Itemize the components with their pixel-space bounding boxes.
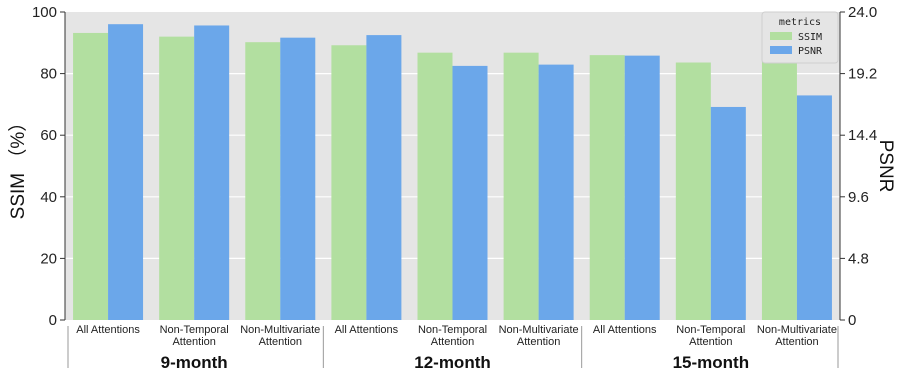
bar-psnr <box>366 35 402 320</box>
group-label: 12-month <box>414 353 491 372</box>
y-axis-title-right: PSNR <box>875 140 896 193</box>
left-tick-label: 60 <box>40 127 57 144</box>
axes <box>64 12 841 320</box>
left-tick-label: 0 <box>49 312 57 329</box>
bar-ssim <box>245 42 281 321</box>
bar-ssim <box>761 58 797 320</box>
category-label: Attention <box>172 336 215 348</box>
right-tick-label: 24.0 <box>848 4 877 21</box>
left-tick-labels: 0 20 40 60 80 100 <box>32 4 65 329</box>
bar-psnr <box>796 95 832 321</box>
right-tick-label: 4.8 <box>848 250 869 267</box>
category-label: Attention <box>259 336 302 348</box>
category-labels: All Attentions Non-TemporalAttentionNon-M… <box>76 324 837 348</box>
legend-title: metrics <box>779 17 821 28</box>
bar-psnr <box>280 37 316 321</box>
category-label: Non-Temporal <box>418 324 487 336</box>
bar-psnr <box>538 64 574 320</box>
group-label: 15-month <box>673 353 750 372</box>
legend-swatch-psnr <box>770 46 792 54</box>
left-tick-label: 40 <box>40 189 57 206</box>
right-tick-label: 0 <box>848 312 856 329</box>
bar-ssim <box>675 62 711 321</box>
bar-ssim <box>73 32 109 320</box>
category-label: All Attentions <box>335 324 399 336</box>
legend: metrics SSIM PSNR <box>761 11 839 64</box>
right-tick-label: 14.4 <box>848 127 877 144</box>
bars <box>73 24 832 321</box>
category-label: Attention <box>431 336 474 348</box>
category-label: Attention <box>775 336 818 348</box>
category-label: Non-Multivariate <box>757 324 837 336</box>
left-tick-label: 80 <box>40 66 57 83</box>
category-label: Non-Temporal <box>676 324 745 336</box>
bar-psnr <box>194 25 230 320</box>
category-label: Attention <box>517 336 560 348</box>
right-tick-label: 9.6 <box>848 189 869 206</box>
category-label: Non-Multivariate <box>240 324 320 336</box>
bar-ssim <box>331 45 367 320</box>
category-label: Attention <box>689 336 732 348</box>
right-tick-label: 19.2 <box>848 66 877 83</box>
left-tick-label: 20 <box>40 250 57 267</box>
y-axis-title-left: SSIM （%） <box>7 113 29 220</box>
bar-ssim <box>417 52 453 320</box>
category-label: All Attentions <box>76 324 140 336</box>
bar-ssim <box>589 55 625 321</box>
legend-label-psnr: PSNR <box>798 46 823 57</box>
left-tick-label: 100 <box>32 4 57 21</box>
right-tick-labels: 0 4.8 9.6 14.4 19.2 24.0 <box>840 4 877 329</box>
bar-ssim <box>159 36 195 320</box>
bar-psnr <box>624 55 660 321</box>
bar-psnr <box>710 106 746 320</box>
legend-swatch-ssim <box>770 32 792 40</box>
group-label: 9-month <box>161 353 228 372</box>
bar-ssim <box>503 52 539 320</box>
legend-label-ssim: SSIM <box>798 32 822 43</box>
group-labels: 9-month 12-month 15-month <box>67 326 839 372</box>
category-label: Non-Temporal <box>160 324 229 336</box>
category-label: Non-Multivariate <box>499 324 579 336</box>
bar-psnr <box>452 65 488 321</box>
bar-psnr <box>108 24 144 321</box>
category-label: All Attentions <box>593 324 657 336</box>
